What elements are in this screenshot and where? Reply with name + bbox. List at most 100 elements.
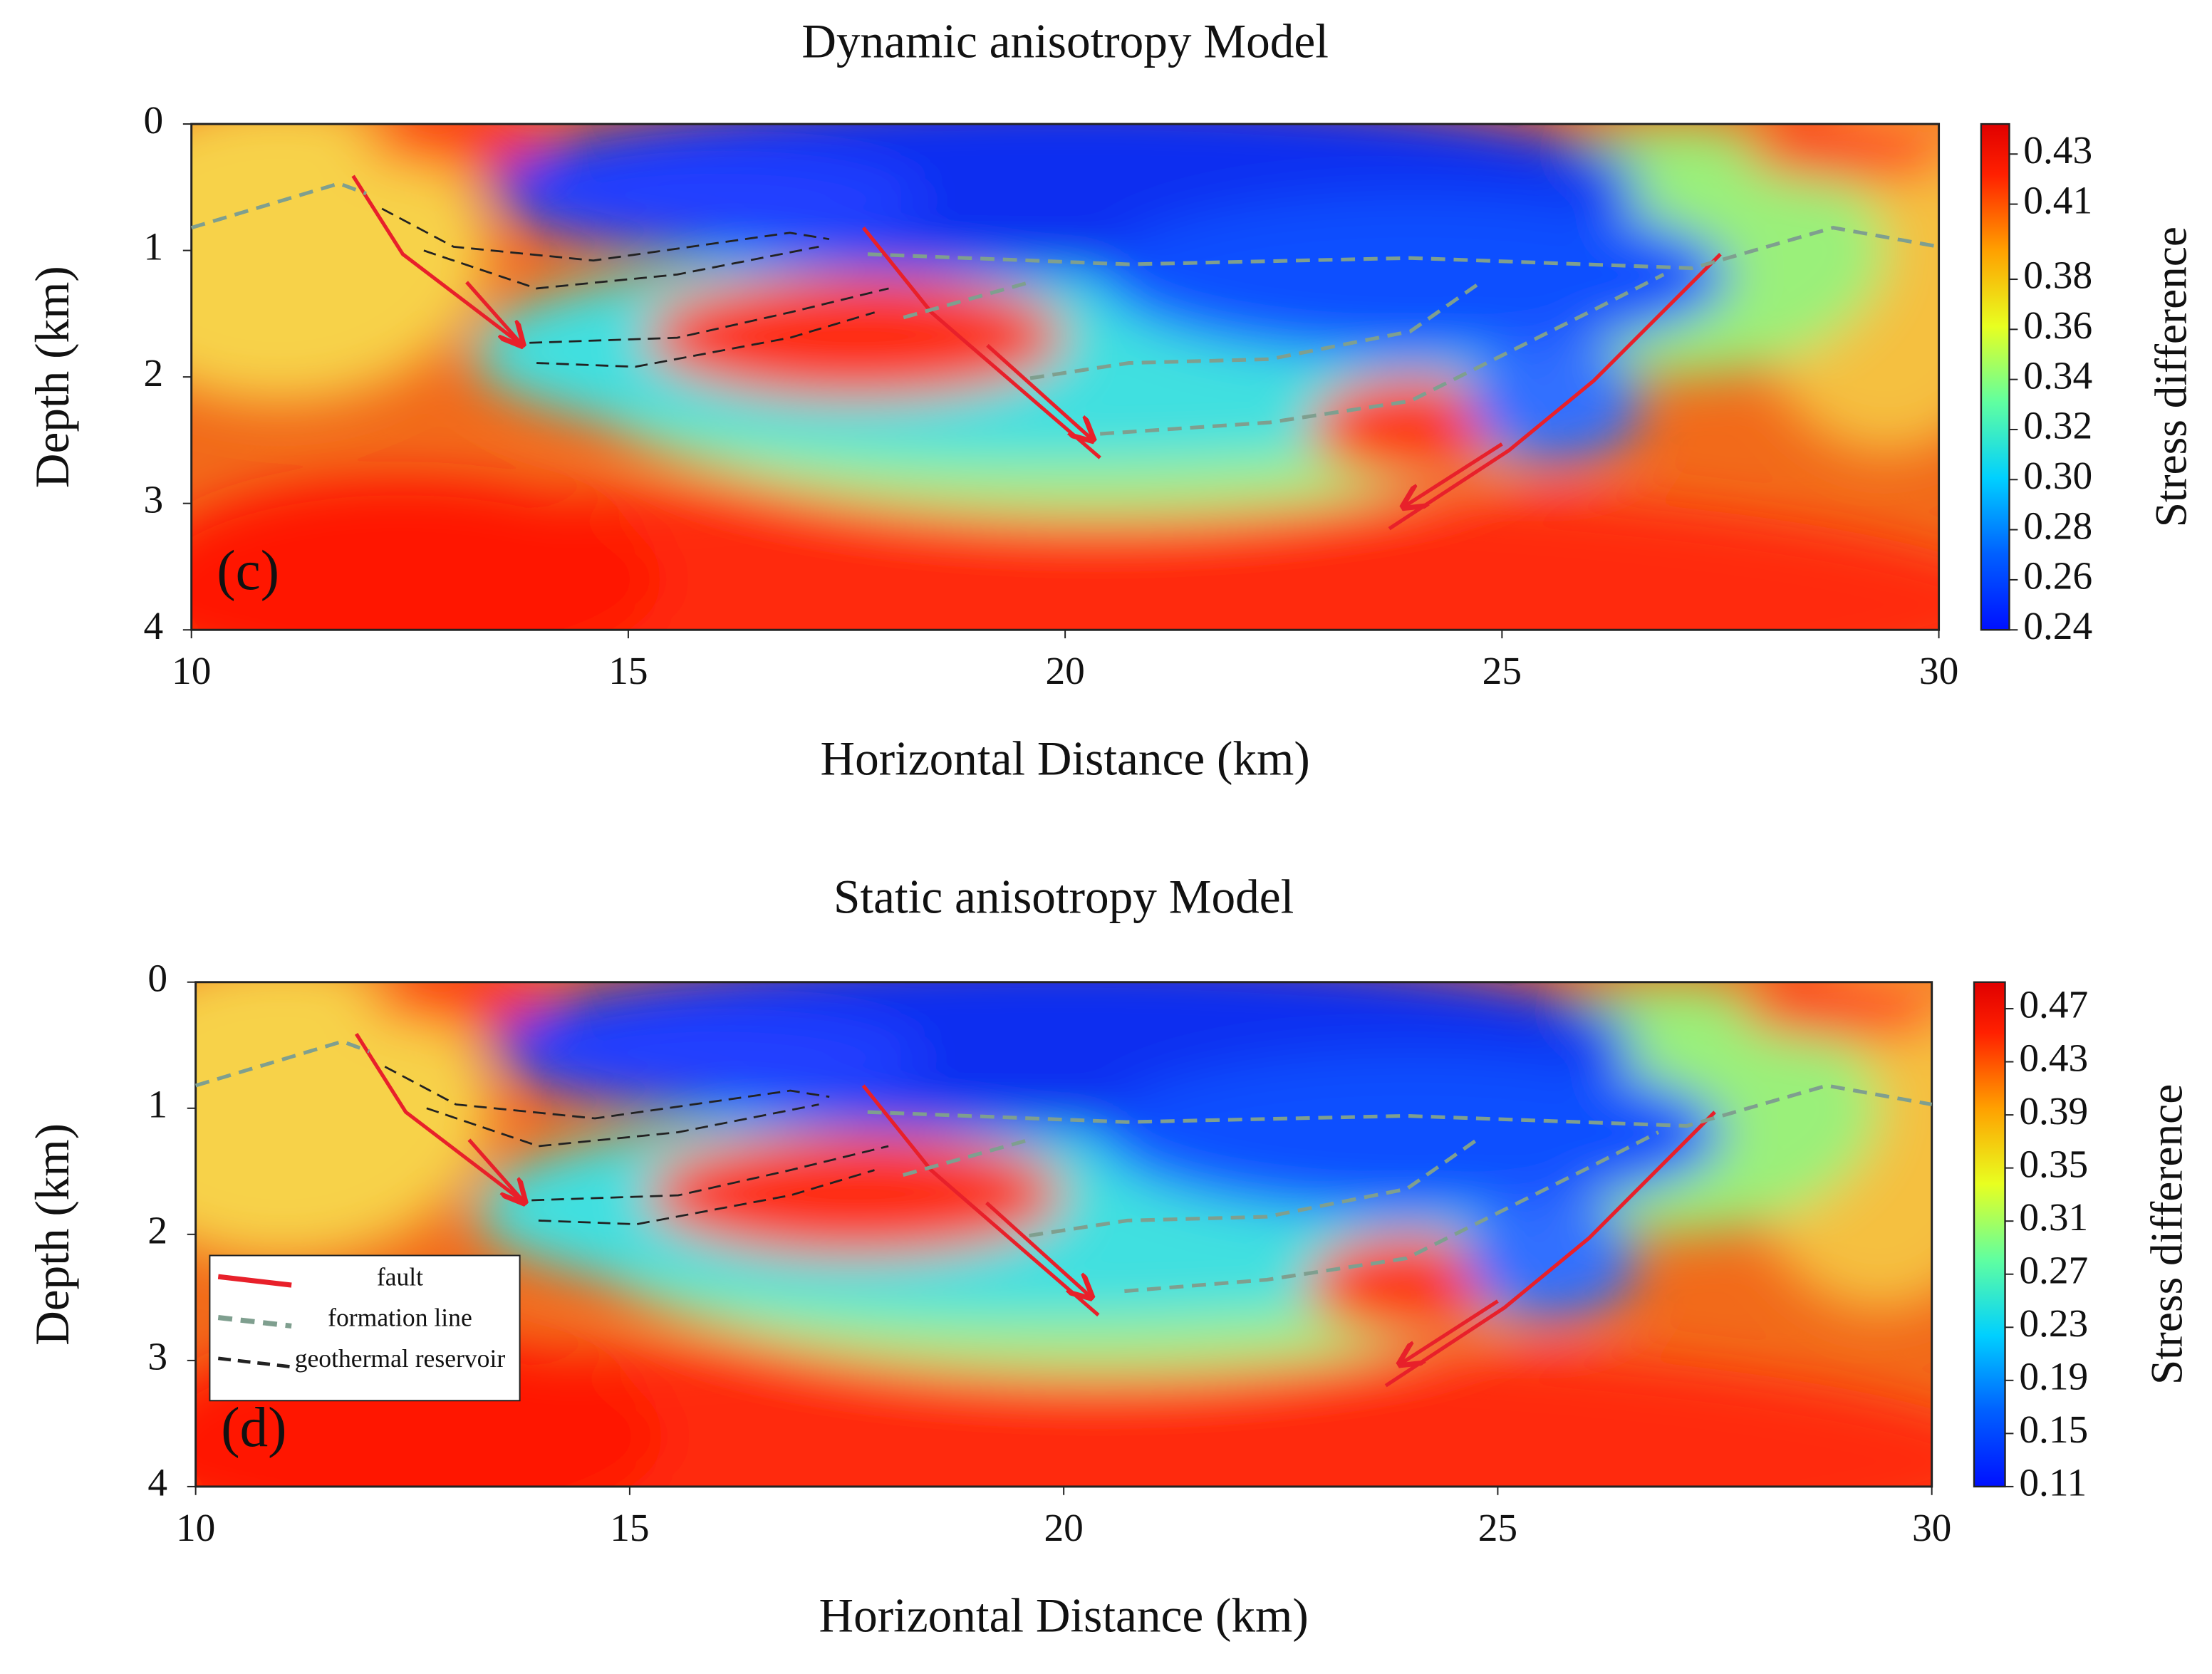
colorbar-tick-label: 0.41 xyxy=(2023,178,2092,222)
chart-title: Static anisotropy Model xyxy=(834,870,1294,923)
colorbar-tick-label: 0.31 xyxy=(2019,1195,2088,1239)
overlay-line xyxy=(1384,1111,1716,1388)
overlay-line xyxy=(423,246,819,290)
overlay-line xyxy=(1100,273,1665,436)
heatmap-field xyxy=(195,982,1932,1487)
overlay-line xyxy=(467,1138,524,1202)
y-tick-label: 4 xyxy=(147,1461,167,1504)
x-tick-label: 25 xyxy=(1478,1506,1517,1549)
x-tick-label: 10 xyxy=(176,1506,215,1549)
y-tick-label: 3 xyxy=(147,1335,167,1378)
x-tick-label: 15 xyxy=(608,649,648,692)
overlay-line xyxy=(986,343,1093,440)
x-tick-label: 20 xyxy=(1045,649,1084,692)
legend-label: geothermal reservoir xyxy=(295,1344,506,1373)
heatmap-field xyxy=(191,124,1939,630)
overlay-line xyxy=(354,1032,526,1205)
y-tick-label: 0 xyxy=(143,98,163,142)
overlay-line xyxy=(1400,1299,1499,1365)
colorbar-tick-label: 0.28 xyxy=(2023,504,2092,547)
legend-swatch xyxy=(218,1356,292,1369)
overlay-line xyxy=(861,227,1101,459)
y-tick-label: 1 xyxy=(143,224,163,268)
field-patch xyxy=(508,1007,925,1108)
colorbar xyxy=(1980,123,2010,631)
field-patch xyxy=(195,982,491,1260)
x-tick-label: 15 xyxy=(610,1506,649,1549)
y-tick-label: 4 xyxy=(143,604,163,648)
colorbar-tick-label: 0.15 xyxy=(2019,1408,2088,1451)
legend-swatch xyxy=(217,1274,292,1288)
colorbar-tick-label: 0.43 xyxy=(2023,128,2092,172)
colorbar-tick-label: 0.11 xyxy=(2019,1461,2087,1504)
colorbar-tick-label: 0.24 xyxy=(2023,604,2092,648)
overlay-line xyxy=(190,181,367,230)
y-tick-label: 1 xyxy=(147,1082,167,1125)
overlay-line xyxy=(531,1145,889,1202)
overlay-line xyxy=(985,1201,1091,1298)
y-tick-label: 2 xyxy=(143,351,163,395)
overlay-line xyxy=(867,1083,1933,1128)
y-tick-label: 3 xyxy=(143,477,163,521)
colorbar-label: Stress difference xyxy=(2141,1084,2191,1385)
field-patch xyxy=(191,478,663,630)
field-patch xyxy=(647,1133,1064,1255)
overlay-line xyxy=(529,287,889,344)
x-tick-label: 20 xyxy=(1044,1506,1083,1549)
field-patch xyxy=(366,124,541,165)
colorbar-tick-label: 0.26 xyxy=(2023,554,2092,598)
overlay-line xyxy=(194,1039,370,1088)
overlay-line xyxy=(867,226,1940,271)
overlay-line xyxy=(426,1103,819,1148)
panel-label: (c) xyxy=(217,539,279,602)
colorbar xyxy=(1973,981,2006,1488)
colorbar-tick-label: 0.23 xyxy=(2019,1301,2088,1345)
colorbar-tick-label: 0.27 xyxy=(2019,1248,2088,1291)
overlay-line xyxy=(1029,1138,1478,1238)
x-tick-label: 25 xyxy=(1483,649,1522,692)
colorbar-tick-label: 0.43 xyxy=(2019,1036,2088,1079)
colorbar-tick-label: 0.39 xyxy=(2019,1089,2088,1133)
legend-label: fault xyxy=(377,1262,423,1291)
y-axis-label: Depth (km) xyxy=(26,1123,79,1346)
y-axis-label: Depth (km) xyxy=(26,266,79,488)
x-tick-label: 10 xyxy=(172,649,211,692)
colorbar-label: Stress difference xyxy=(2146,227,2196,527)
field-patch xyxy=(1098,1052,1724,1215)
field-patch xyxy=(1746,124,1939,180)
colorbar-tick-label: 0.32 xyxy=(2023,404,2092,447)
colorbar-tick-label: 0.36 xyxy=(2023,303,2092,347)
field-patch xyxy=(1100,194,1730,357)
colorbar-tick-label: 0.34 xyxy=(2023,353,2092,397)
overlay-line xyxy=(351,175,524,347)
x-axis-label: Horizontal Distance (km) xyxy=(821,732,1310,786)
field-patch xyxy=(369,982,544,1023)
y-tick-label: 2 xyxy=(147,1209,167,1252)
field-patch xyxy=(191,124,489,402)
overlay-line xyxy=(465,281,523,345)
overlay-line xyxy=(536,311,876,368)
field-patch xyxy=(1740,982,1932,1038)
y-tick-label: 0 xyxy=(147,956,167,999)
overlay-line xyxy=(1124,1130,1660,1294)
overlay-line xyxy=(1388,253,1722,531)
chart-title: Dynamic anisotropy Model xyxy=(801,15,1329,68)
field-patch xyxy=(645,276,1066,397)
overlay-line xyxy=(1029,280,1483,380)
colorbar-tick-label: 0.38 xyxy=(2023,254,2092,297)
colorbar-tick-label: 0.30 xyxy=(2023,454,2092,497)
colorbar-tick-label: 0.47 xyxy=(2019,983,2088,1026)
colorbar-tick-label: 0.19 xyxy=(2019,1355,2088,1398)
legend-swatch xyxy=(217,1314,292,1329)
x-tick-label: 30 xyxy=(1919,649,1958,692)
x-tick-label: 30 xyxy=(1912,1506,1951,1549)
overlay-line xyxy=(381,207,830,262)
overlay-line xyxy=(538,1169,875,1225)
overlay-line xyxy=(861,1084,1100,1317)
field-patch xyxy=(1463,1199,1637,1321)
x-axis-label: Horizontal Distance (km) xyxy=(819,1589,1309,1642)
colorbar-tick-label: 0.35 xyxy=(2019,1142,2088,1185)
legend-label: formation line xyxy=(328,1304,472,1332)
